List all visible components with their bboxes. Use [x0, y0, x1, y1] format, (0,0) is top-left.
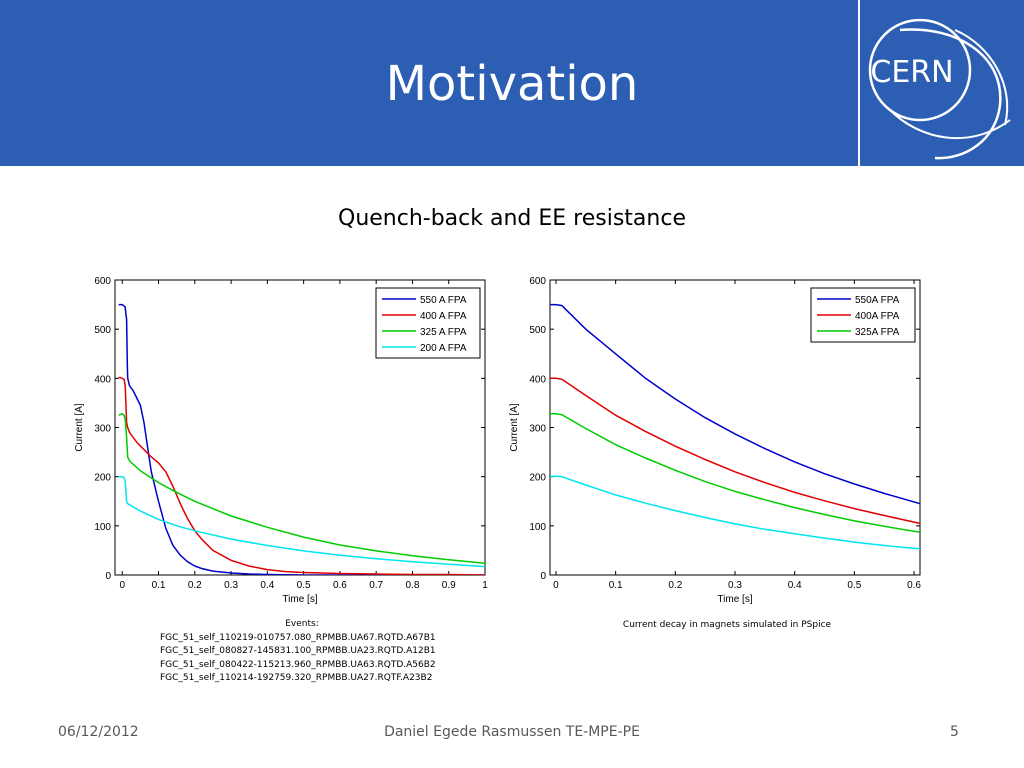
chart-right-y-tick-label: 400	[529, 374, 546, 385]
event-line: FGC_51_self_110214-192759.320_RPMBB.UA27…	[160, 673, 433, 683]
chart-left-x-tick-label: 0.7	[369, 580, 383, 591]
event-line: FGC_51_self_080422-115213.960_RPMBB.UA63…	[160, 659, 436, 670]
chart-left-y-tick-label: 300	[94, 424, 111, 435]
chart-left-x-tick-label: 0.2	[188, 580, 202, 591]
chart-left-y-tick-label: 600	[94, 276, 111, 287]
chart-right-x-tick-label: 0.1	[609, 580, 623, 591]
chart-left-x-tick-label: 0.9	[442, 580, 456, 591]
chart-right-x-tick-label: 0.6	[907, 580, 921, 591]
chart-left-y-tick-label: 400	[94, 374, 111, 385]
chart-left-series-line-2	[118, 412, 485, 564]
slide-title: Motivation	[385, 56, 639, 112]
slide-subtitle: Quench-back and EE resistance	[338, 206, 686, 231]
chart-left-legend-entry: 200 A FPA	[420, 343, 467, 354]
chart-right-legend-entry: 325A FPA	[855, 327, 900, 338]
chart-left-legend-entry: 325 A FPA	[420, 327, 467, 338]
footer-page-number: 5	[950, 724, 959, 740]
chart-right-y-tick-label: 100	[529, 522, 546, 533]
chart-right: 0 0.1 0.2 0.3 0.4 0.5 0.6 0 100 200 300 400 500 600 Ti…	[509, 276, 921, 605]
chart-left-x-tick-label: 0.5	[297, 580, 311, 591]
chart-right-series-line-1	[550, 377, 920, 525]
events-caption: Events: FGC_51_self_110219-010757.080_RP…	[120, 618, 484, 686]
footer-author: Daniel Egede Rasmussen TE-MPE-PE	[384, 724, 640, 740]
cern-logo-icon: CERN	[868, 18, 1011, 160]
chart-right-y-tick-label: 300	[529, 424, 546, 435]
chart-right-y-tick-label: 600	[529, 276, 546, 287]
chart-right-y-tick-label: 0	[540, 571, 546, 582]
events-caption-title: Events:	[285, 619, 319, 629]
chart-right-x-tick-label: 0.2	[668, 580, 682, 591]
event-line: FGC_51_self_110219-010757.080_RPMBB.UA67…	[160, 632, 436, 643]
header-bar	[0, 0, 858, 166]
chart-right-series-line-0	[550, 303, 920, 505]
chart-left-x-tick-label: 0.1	[152, 580, 166, 591]
chart-left-x-tick-label: 0.8	[405, 580, 419, 591]
chart-right-x-tick-label: 0.4	[788, 580, 802, 591]
footer-date: 06/12/2012	[58, 724, 139, 740]
chart-right-series-line-3	[550, 475, 920, 550]
chart-left: 0 0.1 0.2 0.3 0.4 0.5 0.6 0.7 0.8 0.9 1 0 100 200 300 4…	[74, 276, 488, 605]
chart-right-series-line-2	[550, 412, 920, 533]
chart-left-legend-entry: 400 A FPA	[420, 311, 467, 322]
chart-left-series-line-3	[118, 475, 485, 568]
chart-right-y-tick-label: 500	[529, 325, 546, 336]
chart-right-y-tick-label: 200	[529, 473, 546, 484]
chart-left-legend-entry: 550 A FPA	[420, 295, 467, 306]
chart-right-x-axis-label: Time [s]	[717, 594, 752, 605]
chart-right-legend-entry: 550A FPA	[855, 295, 900, 306]
chart-left-x-tick-label: 0.3	[224, 580, 238, 591]
chart-left-x-axis-label: Time [s]	[282, 594, 317, 605]
chart-left-x-tick-label: 0.4	[260, 580, 274, 591]
chart-right-x-tick-label: 0	[553, 580, 559, 591]
pspice-caption: Current decay in magnets simulated in PS…	[622, 620, 832, 630]
chart-left-x-tick-label: 0	[119, 580, 125, 591]
chart-right-x-tick-label: 0.3	[728, 580, 742, 591]
chart-right-legend-entry: 400A FPA	[855, 311, 900, 322]
chart-right-x-tick-label: 0.5	[847, 580, 861, 591]
chart-left-y-tick-label: 500	[94, 325, 111, 336]
logo-text: CERN	[870, 55, 953, 90]
chart-left-x-tick-label: 1	[482, 580, 488, 591]
chart-left-y-tick-label: 200	[94, 473, 111, 484]
chart-left-y-tick-label: 0	[105, 571, 111, 582]
cern-logo: CERN	[858, 0, 1024, 166]
chart-left-y-axis-label: Current [A]	[74, 403, 85, 452]
event-line: FGC_51_self_080827-145831.100_RPMBB.UA23…	[160, 646, 436, 656]
chart-right-y-axis-label: Current [A]	[509, 403, 520, 452]
chart-left-series-line-0	[118, 303, 485, 575]
chart-left-x-tick-label: 0.6	[333, 580, 347, 591]
chart-left-y-tick-label: 100	[94, 522, 111, 533]
chart-left-series-line-1	[118, 376, 485, 575]
